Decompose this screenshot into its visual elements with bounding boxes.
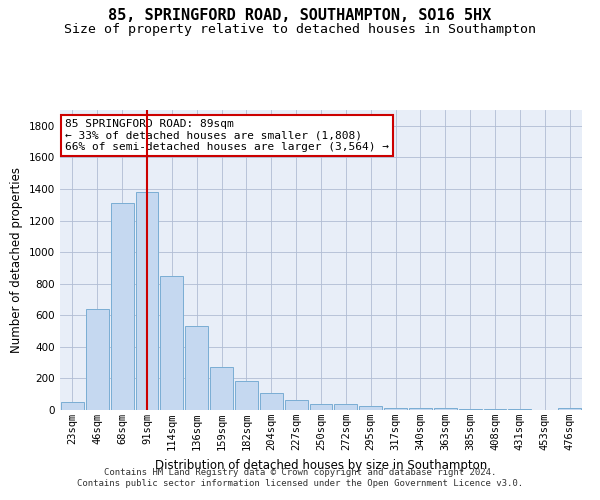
Bar [310, 404, 332, 410]
Text: 85, SPRINGFORD ROAD, SOUTHAMPTON, SO16 5HX: 85, SPRINGFORD ROAD, SOUTHAMPTON, SO16 5… [109, 8, 491, 22]
Bar [210, 366, 233, 410]
Bar [484, 409, 506, 410]
Bar [334, 404, 357, 410]
Bar [558, 408, 581, 410]
Bar [160, 276, 183, 410]
Bar [111, 203, 134, 410]
Bar [359, 406, 382, 410]
Bar [185, 326, 208, 410]
Bar [384, 408, 407, 410]
Y-axis label: Number of detached properties: Number of detached properties [10, 167, 23, 353]
Bar [136, 192, 158, 410]
Text: Contains HM Land Registry data © Crown copyright and database right 2024.
Contai: Contains HM Land Registry data © Crown c… [77, 468, 523, 487]
Bar [285, 400, 308, 410]
Bar [86, 309, 109, 410]
Bar [508, 409, 531, 410]
Bar [459, 408, 482, 410]
X-axis label: Distribution of detached houses by size in Southampton: Distribution of detached houses by size … [155, 458, 487, 471]
Bar [61, 402, 84, 410]
Text: Size of property relative to detached houses in Southampton: Size of property relative to detached ho… [64, 22, 536, 36]
Bar [434, 408, 457, 410]
Bar [235, 381, 258, 410]
Text: 85 SPRINGFORD ROAD: 89sqm
← 33% of detached houses are smaller (1,808)
66% of se: 85 SPRINGFORD ROAD: 89sqm ← 33% of detac… [65, 119, 389, 152]
Bar [260, 394, 283, 410]
Bar [409, 408, 432, 410]
